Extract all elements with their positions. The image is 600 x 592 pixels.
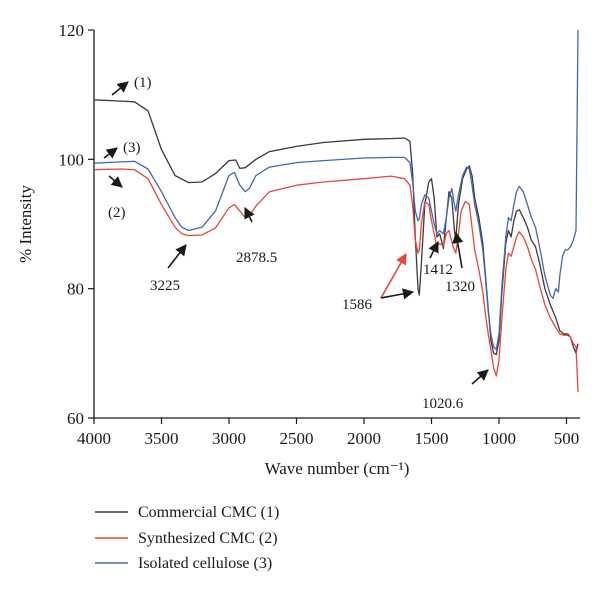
annotation-label-3: (3) xyxy=(123,140,141,156)
annotation-label-1320: 1320 xyxy=(445,279,475,295)
x-axis-label: Wave number (cm⁻¹) xyxy=(265,459,410,478)
series-layer xyxy=(93,29,579,393)
y-tick-label: 60 xyxy=(67,409,84,428)
y-axis-ticks: 60 80 100 120 xyxy=(59,21,94,428)
legend: Commercial CMC (1) Synthesized CMC (2) I… xyxy=(95,504,279,572)
x-tick-label: 2500 xyxy=(280,429,314,448)
legend-label-isolated: Isolated cellulose (3) xyxy=(138,555,272,572)
annotation-arrow-3225 xyxy=(167,244,187,269)
annotation-arrow-1586-red xyxy=(380,253,407,299)
x-tick-label: 500 xyxy=(554,429,580,448)
annotation-arrow-2878 xyxy=(244,206,255,223)
annotation-arrow-3 xyxy=(103,147,118,159)
annotation-label-1586: 1586 xyxy=(342,297,373,313)
x-tick-label: 1500 xyxy=(415,429,449,448)
legend-label-synthesized: Synthesized CMC (2) xyxy=(138,530,278,547)
series-synthesized-cmc-line xyxy=(93,168,579,393)
annotation-label-1412: 1412 xyxy=(423,262,453,278)
annotation-arrow-1 xyxy=(111,81,129,96)
x-tick-label: 2000 xyxy=(347,429,381,448)
annotation-label-1: (1) xyxy=(134,75,152,91)
legend-label-commercial: Commercial CMC (1) xyxy=(138,504,279,521)
x-tick-label: 4000 xyxy=(77,429,111,448)
y-axis-label: % Intensity xyxy=(16,185,35,263)
annotation-label-2878: 2878.5 xyxy=(236,250,277,266)
series-commercial-cmc-line xyxy=(93,99,579,356)
y-tick-label: 100 xyxy=(59,150,85,169)
annotation-label-2: (2) xyxy=(108,205,126,221)
x-tick-label: 3500 xyxy=(145,429,179,448)
x-tick-label: 3000 xyxy=(212,429,246,448)
annotation-arrow-2 xyxy=(108,175,123,188)
series-isolated-cellulose-line xyxy=(93,29,579,351)
legend-item-isolated: Isolated cellulose (3) xyxy=(95,555,272,572)
annotation-arrow-1020 xyxy=(471,369,489,385)
legend-item-synthesized: Synthesized CMC (2) xyxy=(95,530,278,547)
y-tick-label: 120 xyxy=(59,21,85,40)
annotation-arrow-1412 xyxy=(428,240,439,259)
annotation-label-1020: 1020.6 xyxy=(422,396,464,412)
x-axis-ticks: 4000 3500 3000 2500 2000 1500 1000 500 xyxy=(77,418,579,448)
x-tick-label: 1000 xyxy=(482,429,516,448)
annotation-label-3225: 3225 xyxy=(150,278,180,294)
y-tick-label: 80 xyxy=(67,280,84,299)
annotations: (1) (3) (2) 3225 2878.5 1586 1412 1320 1… xyxy=(103,75,489,412)
legend-item-commercial: Commercial CMC (1) xyxy=(95,504,279,521)
annotation-arrow-1320 xyxy=(452,231,464,269)
annotation-arrow-1586-black xyxy=(380,288,415,300)
